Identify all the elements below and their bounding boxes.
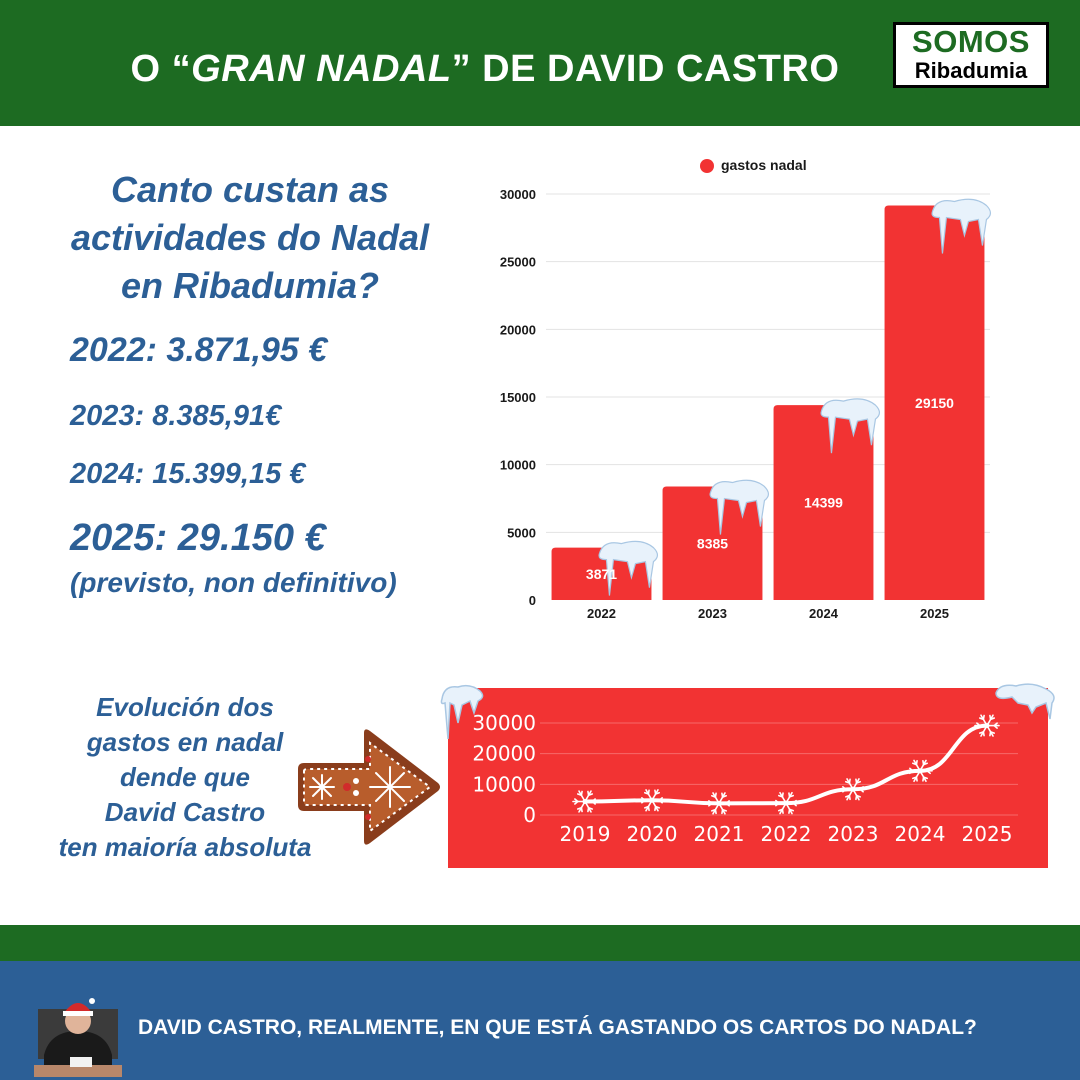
evolution-line: gastos en nadal xyxy=(86,727,284,757)
evolution-line: dende que xyxy=(119,762,250,792)
question-line: Canto custan as xyxy=(110,169,390,210)
x-tick-label: 2023 xyxy=(828,822,879,846)
bar xyxy=(773,405,874,600)
title-prefix: O “ xyxy=(130,48,192,90)
y-tick-label: 30000 xyxy=(500,187,536,202)
evolution-line: Evolución dos xyxy=(96,692,274,722)
x-tick-label: 2022 xyxy=(587,606,616,621)
person-photo xyxy=(30,995,126,1077)
footer-question: DAVID CASTRO, REALMENTE, EN QUE ESTÁ GAS… xyxy=(138,1016,977,1039)
evolution-line: ten maioría absoluta xyxy=(58,832,312,862)
data-point xyxy=(582,799,588,805)
bar-data-label: 29150 xyxy=(915,395,954,411)
snowflake-icon xyxy=(907,759,933,783)
snowflake-icon xyxy=(639,789,665,812)
y-tick-label: 5000 xyxy=(507,525,536,540)
x-tick-label: 2019 xyxy=(560,822,611,846)
question-line: en Ribadumia? xyxy=(120,265,380,306)
gingerbread-arrow-icon xyxy=(298,729,440,845)
x-tick-label: 2023 xyxy=(698,606,727,621)
legend-swatch xyxy=(700,159,714,173)
evolution-line-chart: 0 10000 20000 30000 2019 2020 2021 2022 2023 2024… xyxy=(472,711,1018,846)
cost-question: Canto custan as actividades do Nadal en … xyxy=(40,166,460,310)
title-suffix: ” DE DAVID CASTRO xyxy=(451,48,840,90)
cost-note: (previsto, non definitivo) xyxy=(70,567,397,598)
y-tick-label: 30000 xyxy=(472,711,536,735)
x-tick-label: 2020 xyxy=(627,822,678,846)
data-point xyxy=(917,768,923,774)
footer-band xyxy=(0,961,1080,1080)
y-tick-label: 0 xyxy=(529,593,536,608)
y-tick-label: 10000 xyxy=(472,772,536,796)
somos-ribadumia-logo: SOMOS Ribadumia xyxy=(893,22,1049,88)
icicle-icon xyxy=(995,683,1055,720)
x-tick-label: 2021 xyxy=(694,822,745,846)
snowflake-icon xyxy=(706,792,732,815)
evolution-label: Evolución dos gastos en nadal dende que … xyxy=(40,690,330,865)
series-line xyxy=(583,723,989,806)
logo-line-1: SOMOS xyxy=(912,24,1030,59)
y-tick-label: 25000 xyxy=(500,255,536,270)
y-tick-label: 0 xyxy=(523,803,536,827)
cost-2023: 2023: 8.385,91€ xyxy=(70,400,282,432)
cost-2024: 2024: 15.399,15 € xyxy=(70,458,306,490)
x-tick-label: 2025 xyxy=(962,822,1013,846)
divider-band xyxy=(0,925,1080,961)
data-point xyxy=(649,797,655,803)
question-line: actividades do Nadal xyxy=(70,217,430,258)
y-tick-label: 10000 xyxy=(500,458,536,473)
bar xyxy=(884,205,985,600)
x-tick-label: 2022 xyxy=(761,822,812,846)
icicle-icon xyxy=(440,684,484,740)
evolution-line: David Castro xyxy=(104,797,266,827)
data-point xyxy=(783,800,789,806)
x-tick-label: 2024 xyxy=(895,822,946,846)
cost-2022: 2022: 3.871,95 € xyxy=(70,331,328,369)
x-tick-label: 2024 xyxy=(809,606,839,621)
data-point xyxy=(984,723,990,729)
legend-label: gastos nadal xyxy=(721,157,807,173)
icicle-icon xyxy=(598,540,659,596)
page-title: O “GRAN NADAL” DE DAVID CASTRO xyxy=(0,48,970,91)
x-tick-label: 2025 xyxy=(920,606,949,621)
y-tick-label: 20000 xyxy=(500,322,536,337)
icicle-icon xyxy=(931,198,992,254)
bar xyxy=(662,486,763,600)
bar-chart: gastos nadal 0 5000 10000 15000 20000 25000 300… xyxy=(500,157,992,621)
title-italic: GRAN NADAL xyxy=(191,48,452,90)
cost-2025: 2025: 29.150 € xyxy=(70,517,326,559)
bar-data-label: 14399 xyxy=(804,495,843,511)
icicle-icon xyxy=(820,398,881,454)
bar-data-label: 8385 xyxy=(697,535,728,551)
logo-line-2: Ribadumia xyxy=(914,58,1028,83)
data-point xyxy=(716,800,722,806)
bar-data-label: 3871 xyxy=(586,566,617,582)
icicle-icon xyxy=(709,479,770,535)
y-tick-label: 15000 xyxy=(500,390,536,405)
evolution-chart-background xyxy=(448,688,1048,868)
data-point xyxy=(850,786,856,792)
y-tick-label: 20000 xyxy=(472,742,536,766)
